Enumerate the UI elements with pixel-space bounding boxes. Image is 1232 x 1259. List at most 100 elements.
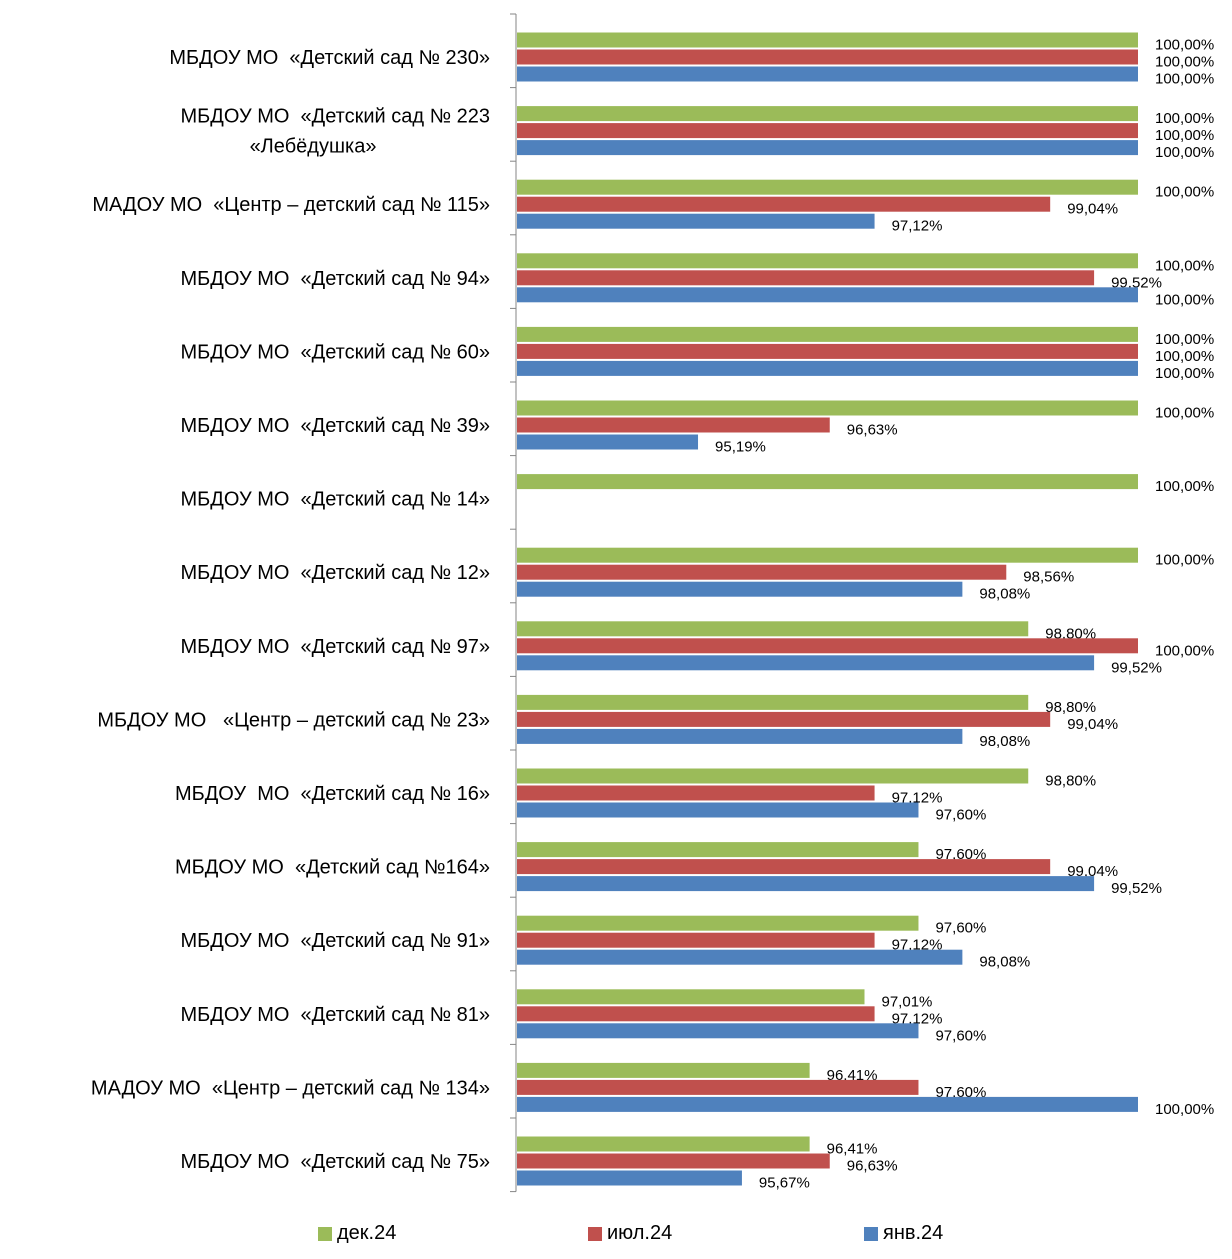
data-label: 100,00%	[1155, 478, 1214, 495]
category-label: МБДОУ МО «Детский сад № 16»	[175, 783, 490, 805]
bar	[517, 434, 699, 450]
data-label: 98,56%	[1023, 569, 1074, 586]
bar	[517, 949, 963, 965]
data-label: 100,00%	[1155, 291, 1214, 308]
data-label: 100,00%	[1155, 144, 1214, 161]
data-label: 100,00%	[1155, 552, 1214, 569]
bar	[517, 270, 1095, 286]
data-label: 97,12%	[892, 218, 943, 235]
legend-swatch-jan24	[864, 1226, 878, 1241]
data-label: 97,60%	[935, 920, 986, 937]
bar	[517, 179, 1138, 195]
bar	[517, 1136, 810, 1152]
bar	[517, 123, 1138, 139]
data-label: 100,00%	[1155, 37, 1214, 54]
data-label: 97,01%	[882, 993, 933, 1010]
category-label: «Лебёдушка»	[250, 136, 377, 158]
data-label: 97,12%	[892, 937, 943, 954]
data-label: 100,00%	[1155, 110, 1214, 127]
data-label: 95,19%	[715, 439, 766, 456]
category-label: МБДОУ МО «Детский сад № 12»	[181, 562, 490, 584]
bar	[517, 694, 1029, 710]
bar	[517, 989, 865, 1005]
data-label: 100,00%	[1155, 54, 1214, 71]
bar	[517, 417, 830, 433]
bar	[517, 474, 1138, 490]
data-label: 100,00%	[1155, 348, 1214, 365]
legend-label-jan24: янв.24	[883, 1222, 944, 1244]
bar	[517, 547, 1138, 563]
data-label: 100,00%	[1155, 71, 1214, 88]
bar	[517, 196, 1051, 212]
data-label: 100,00%	[1155, 642, 1214, 659]
data-label: 99,52%	[1111, 274, 1162, 291]
legend: дек.24 июл.24 янв.24	[0, 1222, 1232, 1252]
data-label: 99,04%	[1067, 201, 1118, 218]
data-label: 100,00%	[1155, 331, 1214, 348]
data-label: 98,08%	[979, 586, 1030, 603]
data-label: 97,60%	[935, 846, 986, 863]
bar	[517, 1062, 810, 1078]
category-label: МБДОУ МО «Детский сад № 91»	[181, 930, 490, 952]
data-label: 98,08%	[979, 954, 1030, 971]
data-label: 97,60%	[935, 1027, 986, 1044]
bar	[517, 1079, 919, 1095]
data-label: 98,80%	[1045, 773, 1096, 790]
data-label: 100,00%	[1155, 1101, 1214, 1118]
data-label: 98,08%	[979, 733, 1030, 750]
category-label: МАДОУ МО «Центр – детский сад № 115»	[92, 194, 490, 216]
legend-swatch-jul24	[588, 1226, 602, 1241]
data-label: 100,00%	[1155, 405, 1214, 422]
data-label: 99,52%	[1111, 880, 1162, 897]
bar	[517, 876, 1095, 892]
data-label: 100,00%	[1155, 127, 1214, 144]
legend-label-dec24: дек.24	[337, 1222, 397, 1244]
bar	[517, 785, 875, 801]
category-label: МАДОУ МО «Центр – детский сад № 134»	[91, 1077, 490, 1099]
category-label: МБДОУ МО «Детский сад № 60»	[181, 341, 490, 363]
bar	[517, 581, 963, 597]
bar	[517, 842, 919, 858]
legend-item-dec24: дек.24	[318, 1222, 396, 1245]
bar	[517, 140, 1138, 156]
legend-swatch-dec24	[318, 1226, 332, 1241]
bar	[517, 915, 919, 931]
bar	[517, 1170, 742, 1186]
data-label: 96,63%	[847, 422, 898, 439]
bar	[517, 802, 919, 818]
bar	[517, 360, 1138, 376]
bar	[517, 728, 963, 744]
bar	[517, 1006, 875, 1022]
bar	[517, 343, 1138, 359]
data-label: 100,00%	[1155, 257, 1214, 274]
data-label: 97,60%	[935, 1084, 986, 1101]
bar	[517, 932, 875, 948]
category-label: МБДОУ МО «Детский сад № 75»	[181, 1151, 490, 1173]
bar	[517, 253, 1138, 269]
category-label: МБДОУ МО «Детский сад № 81»	[181, 1004, 490, 1026]
bar	[517, 49, 1138, 65]
bar	[517, 859, 1051, 875]
bar	[517, 638, 1138, 654]
bar	[517, 213, 875, 229]
legend-item-jul24: июл.24	[588, 1222, 672, 1245]
data-label: 97,60%	[935, 807, 986, 824]
data-label: 99,52%	[1111, 659, 1162, 676]
data-label: 100,00%	[1155, 184, 1214, 201]
bar	[517, 1096, 1138, 1112]
bar	[517, 711, 1051, 727]
bar-chart: МБДОУ МО «Детский сад № 230» МБДОУ МО «Де…	[91, 13, 1214, 1193]
bar	[517, 564, 1007, 580]
data-label: 99,04%	[1067, 863, 1118, 880]
category-label: МБДОУ МО «Детский сад № 39»	[181, 415, 490, 437]
category-label: МБДОУ МО «Детский сад № 14»	[181, 489, 490, 511]
data-label: 99,04%	[1067, 716, 1118, 733]
data-label: 98,80%	[1045, 625, 1096, 642]
data-label: 96,63%	[847, 1158, 898, 1175]
legend-item-jan24: янв.24	[864, 1222, 943, 1245]
category-label: МБДОУ МО «Центр – детский сад № 23»	[97, 709, 490, 731]
bar	[517, 1153, 830, 1169]
bar	[517, 1023, 919, 1039]
bar	[517, 655, 1095, 671]
bar	[517, 621, 1029, 637]
